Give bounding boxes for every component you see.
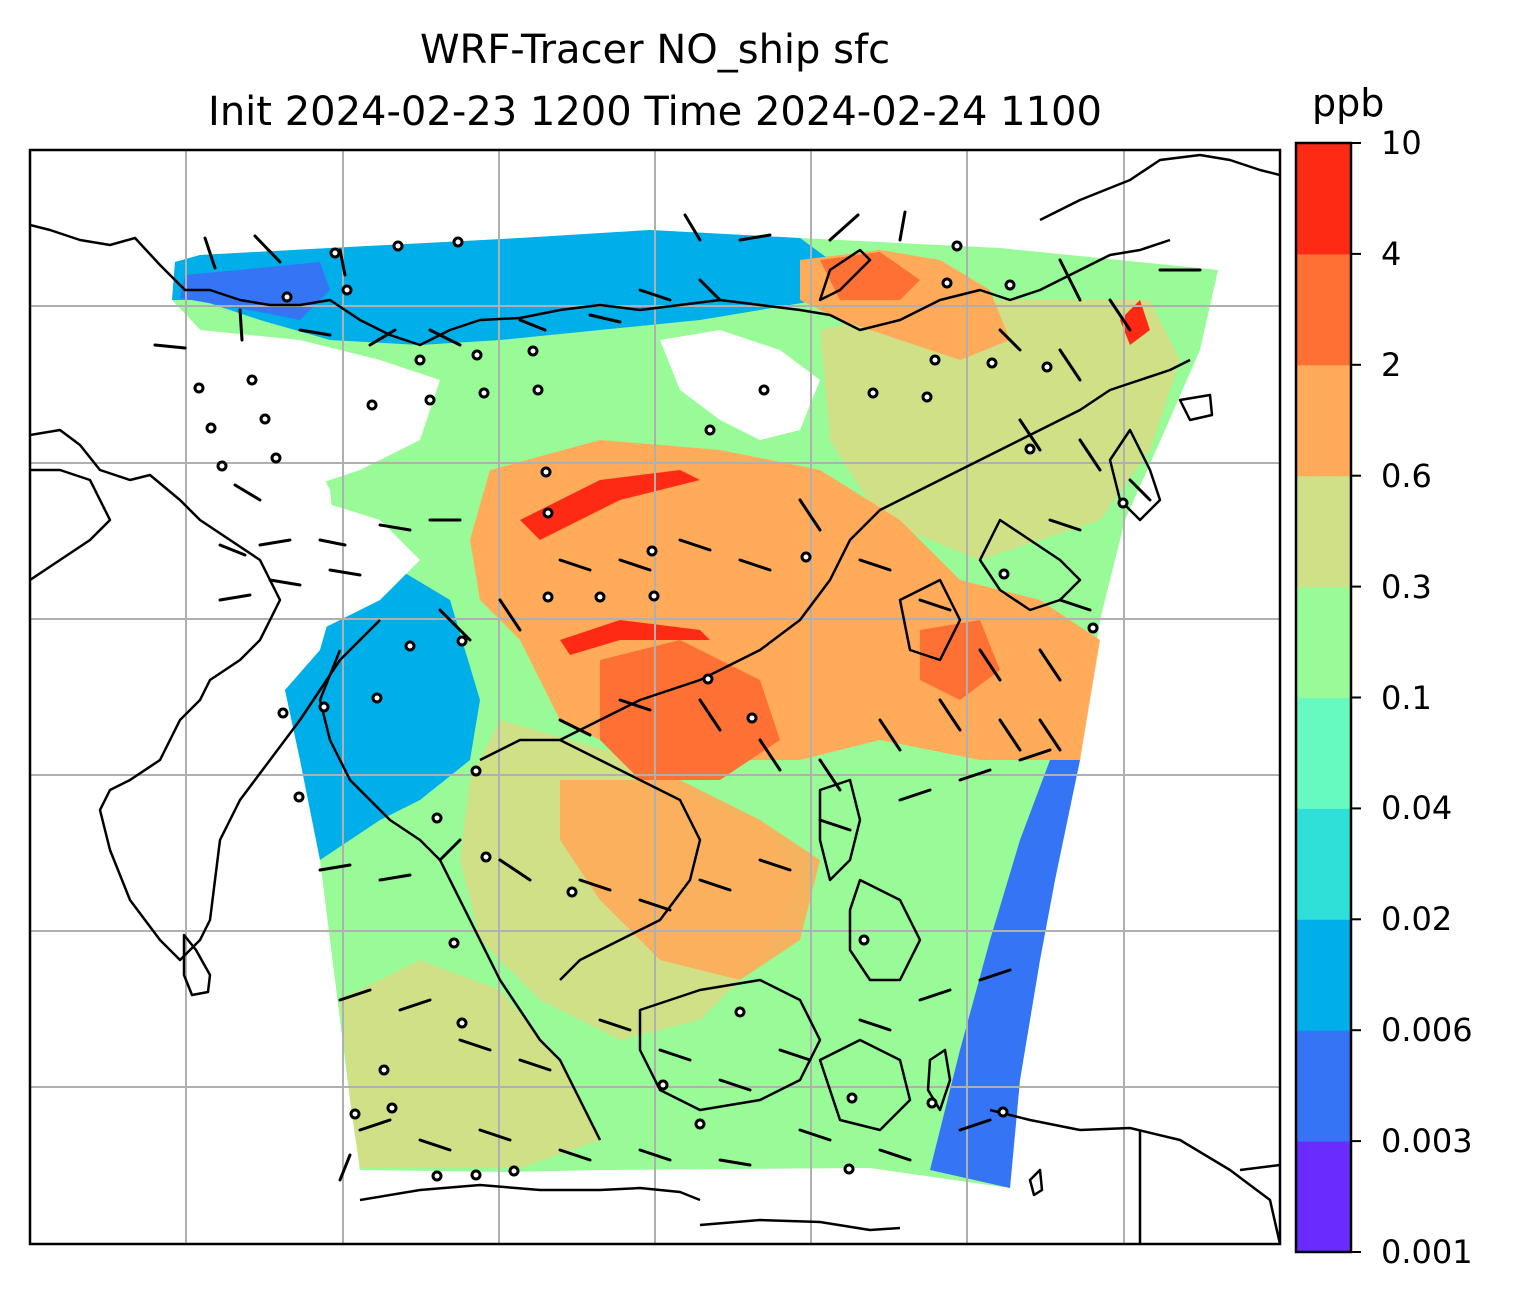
chart-title: WRF-Tracer NO_ship sfc — [419, 27, 891, 73]
colorbar-segment — [1296, 475, 1351, 588]
wind-calm-circles — [193, 236, 1129, 1182]
field-dark-orange-c — [820, 252, 920, 300]
colorbar-tick-label: 0.6 — [1381, 456, 1432, 495]
colorbar-tick-label: 10 — [1381, 124, 1422, 162]
coastlines — [30, 153, 1280, 1244]
colorbar-segment — [1296, 697, 1351, 809]
field-gap-tibet — [200, 330, 440, 490]
colorbar-segment — [1296, 808, 1351, 920]
colorbar-tick-label: 2 — [1381, 345, 1402, 384]
field-low-north — [172, 230, 830, 345]
colorbar-tick-label: 0.003 — [1381, 1122, 1473, 1161]
colorbar-segment — [1296, 1141, 1351, 1253]
colorbar-tick-label: 0.3 — [1381, 567, 1432, 606]
field-west-strip — [285, 570, 480, 860]
colorbar — [1294, 141, 1361, 1254]
colorbar-tick-label: 0.006 — [1381, 1011, 1473, 1050]
colorbar-tick-label: 0.001 — [1381, 1233, 1473, 1271]
colorbar-segment — [1296, 364, 1351, 477]
colorbar-segment — [1296, 143, 1351, 255]
colorbar-segment — [1296, 1030, 1351, 1142]
gridlines — [30, 150, 1280, 1244]
colorbar-segment — [1296, 253, 1351, 366]
field-olive-south — [340, 960, 600, 1168]
colorbar-segment — [1296, 919, 1351, 1031]
map-frame — [28, 148, 1282, 1246]
chart-subtitle: Init 2024-02-23 1200 Time 2024-02-24 110… — [208, 89, 1102, 135]
map-area — [30, 150, 1280, 1244]
field-red-streak-b — [560, 620, 710, 655]
field-gap-mongolia — [660, 330, 820, 440]
colorbar-segment — [1296, 586, 1351, 698]
colorbar-tick-label: 0.02 — [1381, 900, 1453, 939]
colorbar-tick-label: 0.04 — [1381, 789, 1453, 828]
field-dark-orange-a — [600, 640, 780, 780]
colorbar-units: ppb — [1312, 81, 1385, 125]
wind-barbs — [153, 210, 1202, 1182]
colorbar-tick-label: 0.1 — [1381, 678, 1432, 717]
field-red-streak-c — [1120, 300, 1150, 345]
colorbar-tick-label: 4 — [1381, 234, 1402, 273]
field-gap-west — [210, 495, 420, 640]
field-dark-orange-b — [920, 620, 1000, 700]
